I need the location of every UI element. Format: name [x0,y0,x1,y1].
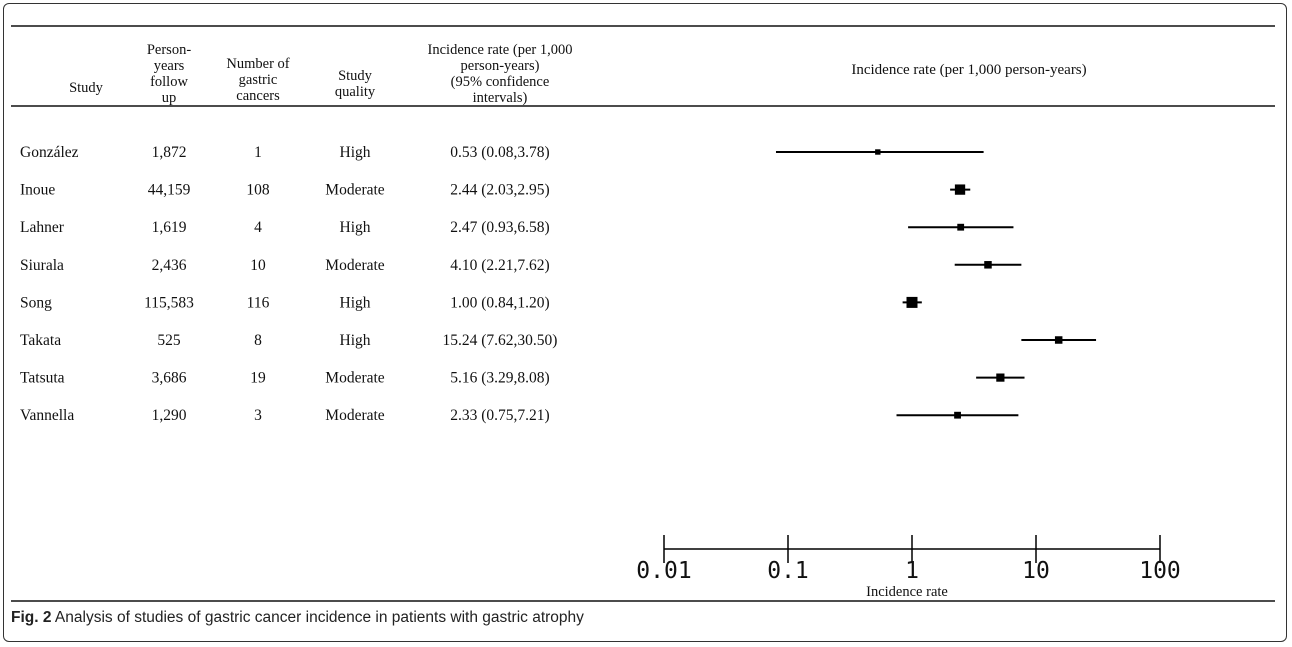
cancer-count: 8 [254,332,262,349]
column-header-rate_text: (95% confidence [451,74,550,90]
rate-ci-text: 5.16 (3.29,8.08) [450,370,549,387]
study-name: Tatsuta [20,370,65,387]
x-tick-label: 0.1 [767,558,809,584]
point-estimate [984,261,992,269]
study-quality: High [340,332,371,349]
study-quality: Moderate [325,407,385,424]
rate-ci-text: 1.00 (0.84,1.20) [450,294,549,311]
point-estimate [875,149,881,155]
x-tick-label: 10 [1022,558,1050,584]
study-quality: High [340,219,371,236]
study-name: Siurala [20,257,64,274]
person-years: 525 [157,332,181,349]
x-tick-label: 1 [905,558,919,584]
column-header-person_years: Person- [147,42,191,58]
plot-header: Incidence rate (per 1,000 person-years) [851,62,1086,78]
rate-ci-text: 2.44 (2.03,2.95) [450,182,549,199]
column-header-rate_text: Incidence rate (per 1,000 [428,42,573,58]
point-estimate [1054,336,1063,344]
study-quality: Moderate [325,257,385,274]
person-years: 3,686 [152,370,187,387]
point-estimate [954,411,961,419]
study-quality: High [340,144,371,161]
rate-ci-text: 2.47 (0.93,6.58) [450,219,549,236]
x-tick-label: 100 [1139,558,1181,584]
column-header-person_years: years [154,58,185,74]
cancer-count: 3 [254,407,262,424]
study-name: Song [20,294,52,311]
column-header-quality: quality [335,84,376,100]
point-estimate [957,223,965,231]
column-header-cancers: Number of [226,56,289,72]
cancer-count: 108 [246,182,270,199]
cancer-count: 4 [254,219,262,236]
study-quality: Moderate [325,370,385,387]
rate-ci-text: 15.24 (7.62,30.50) [443,332,558,349]
study-name: Inoue [20,182,55,199]
person-years: 1,619 [152,219,187,236]
column-header-cancers: gastric [239,72,278,88]
caption-label: Fig. 2 [11,609,52,626]
person-years: 1,872 [152,144,187,161]
cancer-count: 19 [250,370,266,387]
study-quality: Moderate [325,182,385,199]
person-years: 2,436 [152,257,187,274]
rate-ci-text: 2.33 (0.75,7.21) [450,407,549,424]
study-quality: High [340,294,371,311]
column-header-cancers: cancers [236,88,280,104]
column-header-rate_text: person-years) [461,58,540,74]
study-name: Lahner [20,219,65,236]
caption-text: Analysis of studies of gastric cancer in… [51,609,584,626]
cancer-count: 116 [247,294,270,311]
cancer-count: 10 [250,257,266,274]
study-name: González [20,144,79,161]
column-header-person_years: follow [150,74,188,90]
point-estimate [954,184,966,195]
rate-ci-text: 4.10 (2.21,7.62) [450,257,549,274]
person-years: 44,159 [148,182,191,199]
column-header-study: Study [69,80,104,96]
figure-caption: Fig. 2 Analysis of studies of gastric ca… [11,609,1271,627]
point-estimate [906,296,918,308]
column-header-person_years: up [162,90,177,106]
x-tick-label: 0.01 [636,558,691,584]
person-years: 1,290 [152,407,187,424]
point-estimate [996,373,1005,382]
person-years: 115,583 [144,294,194,311]
rate-ci-text: 0.53 (0.08,3.78) [450,144,549,161]
column-header-quality: Study [338,68,373,84]
column-header-rate_text: intervals) [473,90,528,106]
study-name: Takata [20,332,61,349]
figure-frame [3,3,1287,642]
study-name: Vannella [20,407,74,424]
x-axis-label: Incidence rate [866,584,948,600]
cancer-count: 1 [254,144,262,161]
